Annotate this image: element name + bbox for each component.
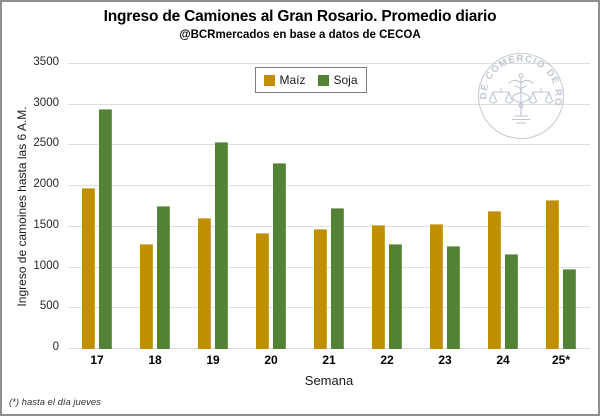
y-tick-label-2000: 2000 <box>33 178 59 191</box>
x-tick-label-17: 17 <box>90 353 104 367</box>
gridline-2000 <box>68 185 590 187</box>
legend-item-maiz: Maíz <box>264 73 305 87</box>
legend-item-soja: Soja <box>318 73 358 87</box>
bar-maiz-19 <box>198 217 211 349</box>
plot-area <box>68 63 590 349</box>
legend-label-maiz: Maíz <box>279 73 306 87</box>
x-tick-label-18: 18 <box>148 353 162 367</box>
y-tick-label-500: 500 <box>39 300 59 313</box>
x-tick-label-19: 19 <box>206 353 220 367</box>
x-tick-label-21: 21 <box>322 353 336 367</box>
bar-maiz-22 <box>372 225 385 349</box>
bar-maiz-20 <box>256 232 269 349</box>
y-axis-tick-labels: 0 500 1000 1500 2000 2500 3000 3500 <box>2 56 59 353</box>
gridline-3500 <box>68 63 590 64</box>
x-tick-label-24: 24 <box>496 353 510 367</box>
x-tick-label-25*: 25* <box>551 353 571 367</box>
gridline-500 <box>68 307 590 309</box>
bar-maiz-18 <box>140 243 153 349</box>
caduceus-and-scales-icon <box>488 72 554 124</box>
x-axis-title: Semana <box>304 373 354 388</box>
gridline-2500 <box>68 144 590 146</box>
bar-soja-20 <box>273 163 286 349</box>
y-tick-label-3500: 3500 <box>33 56 59 68</box>
y-tick-label-3000: 3000 <box>33 96 59 109</box>
bar-soja-19 <box>215 142 228 349</box>
chart-title: Ingreso de Camiones al Gran Rosario. Pro… <box>103 8 497 25</box>
bar-soja-22 <box>389 243 402 349</box>
chart-subtitle: @BCRmercados en base a datos de CECOA <box>179 29 421 41</box>
legend-label-soja: Soja <box>333 73 358 87</box>
bar-maiz-21 <box>314 229 327 349</box>
gridline-3000 <box>68 103 590 105</box>
bar-soja-25* <box>563 269 576 349</box>
bar-maiz-24 <box>488 211 501 349</box>
bar-maiz-17 <box>82 187 95 349</box>
maiz-swatch-icon <box>264 74 276 86</box>
bcr-seal-watermark-logo: BOLSA DE COMERCIO DE ROSARIO <box>477 52 565 140</box>
x-axis-tick-labels: 17 18 19 20 21 22 23 24 25* <box>68 353 590 368</box>
footnote: (*) hasta el día jueves <box>9 397 101 408</box>
y-tick-label-0: 0 <box>52 341 59 353</box>
y-tick-label-2500: 2500 <box>33 137 59 150</box>
y-tick-label-1000: 1000 <box>33 259 59 272</box>
x-tick-label-23: 23 <box>438 353 452 367</box>
bar-soja-21 <box>331 208 344 349</box>
gridline-0 <box>68 348 590 349</box>
bar-soja-23 <box>447 246 460 349</box>
seal-outer-circle <box>477 52 565 140</box>
bar-maiz-23 <box>430 224 443 349</box>
legend: Maíz Soja <box>255 67 367 93</box>
bar-soja-17 <box>99 108 112 349</box>
bar-soja-24 <box>505 253 518 349</box>
gridline-1500 <box>68 225 590 227</box>
y-tick-label-1500: 1500 <box>33 218 59 231</box>
bar-maiz-25* <box>546 200 559 349</box>
x-tick-label-20: 20 <box>264 353 278 367</box>
bar-soja-18 <box>157 205 170 349</box>
gridline-1000 <box>68 266 590 268</box>
soja-swatch-icon <box>318 74 330 86</box>
x-tick-label-22: 22 <box>380 353 394 367</box>
